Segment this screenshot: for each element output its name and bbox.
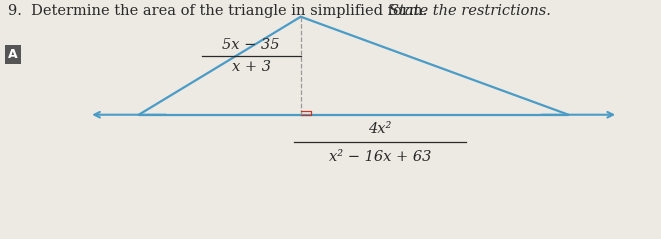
Text: 4x²: 4x² bbox=[368, 122, 392, 136]
Text: State the restrictions.: State the restrictions. bbox=[389, 4, 551, 18]
Text: x + 3: x + 3 bbox=[231, 60, 271, 74]
Text: A: A bbox=[8, 48, 18, 61]
Text: 9.  Determine the area of the triangle in simplified form.: 9. Determine the area of the triangle in… bbox=[8, 4, 432, 18]
Text: x² − 16x + 63: x² − 16x + 63 bbox=[329, 150, 431, 163]
Text: 5x − 35: 5x − 35 bbox=[223, 38, 280, 52]
